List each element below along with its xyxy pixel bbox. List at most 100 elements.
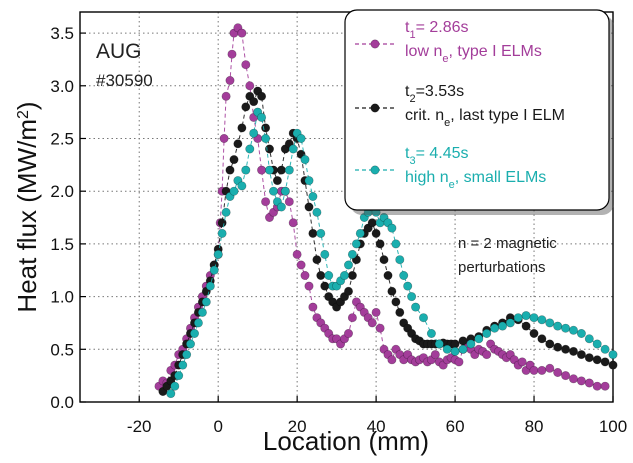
series-1-point xyxy=(284,197,294,207)
series-3-point xyxy=(284,165,294,175)
series-3-point xyxy=(561,323,571,333)
series-1-point xyxy=(600,381,610,391)
series-2-point xyxy=(387,286,397,296)
series-3-point xyxy=(434,339,444,349)
series-1-point xyxy=(576,376,586,386)
plot-frame xyxy=(79,11,614,403)
y-tick-label: 0.0 xyxy=(50,393,74,412)
series-3-point xyxy=(403,281,413,291)
series-3 xyxy=(166,107,618,399)
series-2-point xyxy=(458,336,468,346)
legend-box xyxy=(344,9,610,211)
series-3-point xyxy=(324,270,334,280)
series-1-point xyxy=(221,91,231,101)
series-1-point xyxy=(300,270,310,280)
series-3-point xyxy=(170,381,180,391)
series-3-point xyxy=(241,165,251,175)
series-1-point xyxy=(482,350,492,360)
series-1-point xyxy=(592,381,602,391)
series-3-point xyxy=(280,186,290,196)
series-1-point xyxy=(529,365,539,375)
y-axis-label-sup: 2 xyxy=(15,110,32,119)
series-2-point xyxy=(375,239,385,249)
series-3-point xyxy=(391,239,401,249)
series-3-point xyxy=(490,323,500,333)
series-3-point xyxy=(213,249,223,259)
legend-marker xyxy=(370,39,380,49)
y-tick-label: 2.0 xyxy=(50,182,74,201)
series-3-point xyxy=(608,350,618,360)
series-3-point xyxy=(182,350,192,360)
series-3-point xyxy=(174,371,184,381)
series-2-point xyxy=(312,255,322,265)
x-tick-label: 80 xyxy=(525,417,544,436)
series-1-point xyxy=(257,165,267,175)
series-3-point xyxy=(268,186,278,196)
series-3-point xyxy=(399,270,409,280)
series-2-point xyxy=(608,360,618,370)
note-line-1: n = 2 magnetic xyxy=(458,235,557,252)
series-2-point xyxy=(521,321,531,331)
y-tick-label: 1.5 xyxy=(50,235,74,254)
series-1-point xyxy=(219,134,229,144)
series-2-point xyxy=(379,255,389,265)
series-2-point xyxy=(592,355,602,365)
series-1-point xyxy=(261,197,271,207)
series-1-point xyxy=(227,49,237,59)
series-2-point xyxy=(320,281,330,291)
series-3-point xyxy=(442,344,452,354)
device-label: AUG xyxy=(96,40,142,63)
series-3-point xyxy=(458,344,468,354)
series-1-point xyxy=(545,363,555,373)
legend-marker xyxy=(370,165,380,175)
series-1-point xyxy=(553,367,563,377)
series-3-point xyxy=(237,181,247,191)
series-3-point xyxy=(343,260,353,270)
legend-marker xyxy=(370,103,380,113)
series-1-point xyxy=(454,357,464,367)
series-1-point xyxy=(245,81,255,91)
series-1-point xyxy=(343,328,353,338)
series-1-point xyxy=(347,313,357,323)
series-2-point xyxy=(529,328,539,338)
series-3-point xyxy=(197,307,207,317)
series-2-point xyxy=(545,339,555,349)
series-3-point xyxy=(482,328,492,338)
series-1-point xyxy=(367,318,377,328)
series-3-point xyxy=(166,389,176,399)
legend-desc-label: high ne, small ELMs xyxy=(405,169,546,191)
series-2-point xyxy=(553,342,563,352)
series-3-point xyxy=(201,297,211,307)
legend-time-label: t1= 2.86s xyxy=(405,19,469,41)
series-3-point xyxy=(316,228,326,238)
series-3-point xyxy=(568,325,578,335)
series-1-point xyxy=(225,76,235,86)
series-3-point xyxy=(407,292,417,302)
series-1-point xyxy=(371,307,381,317)
series-1-point xyxy=(537,365,547,375)
series-1-point xyxy=(375,323,385,333)
series-3-point xyxy=(347,249,357,259)
series-1-point xyxy=(304,281,314,291)
series-2-point xyxy=(576,350,586,360)
series-3-point xyxy=(178,360,188,370)
series-2-point xyxy=(371,228,381,238)
series-2-point xyxy=(568,346,578,356)
series-3-point xyxy=(186,339,196,349)
series-3-point xyxy=(249,128,259,138)
series-3-point xyxy=(300,155,310,165)
data-series xyxy=(154,23,618,399)
series-3-point xyxy=(190,328,200,338)
series-3-point xyxy=(450,346,460,356)
y-tick-label: 0.5 xyxy=(50,340,74,359)
series-3-point xyxy=(308,192,318,202)
series-3-point xyxy=(600,344,610,354)
series-1-point xyxy=(568,374,578,384)
series-3-point xyxy=(592,339,602,349)
series-3-point xyxy=(418,313,428,323)
